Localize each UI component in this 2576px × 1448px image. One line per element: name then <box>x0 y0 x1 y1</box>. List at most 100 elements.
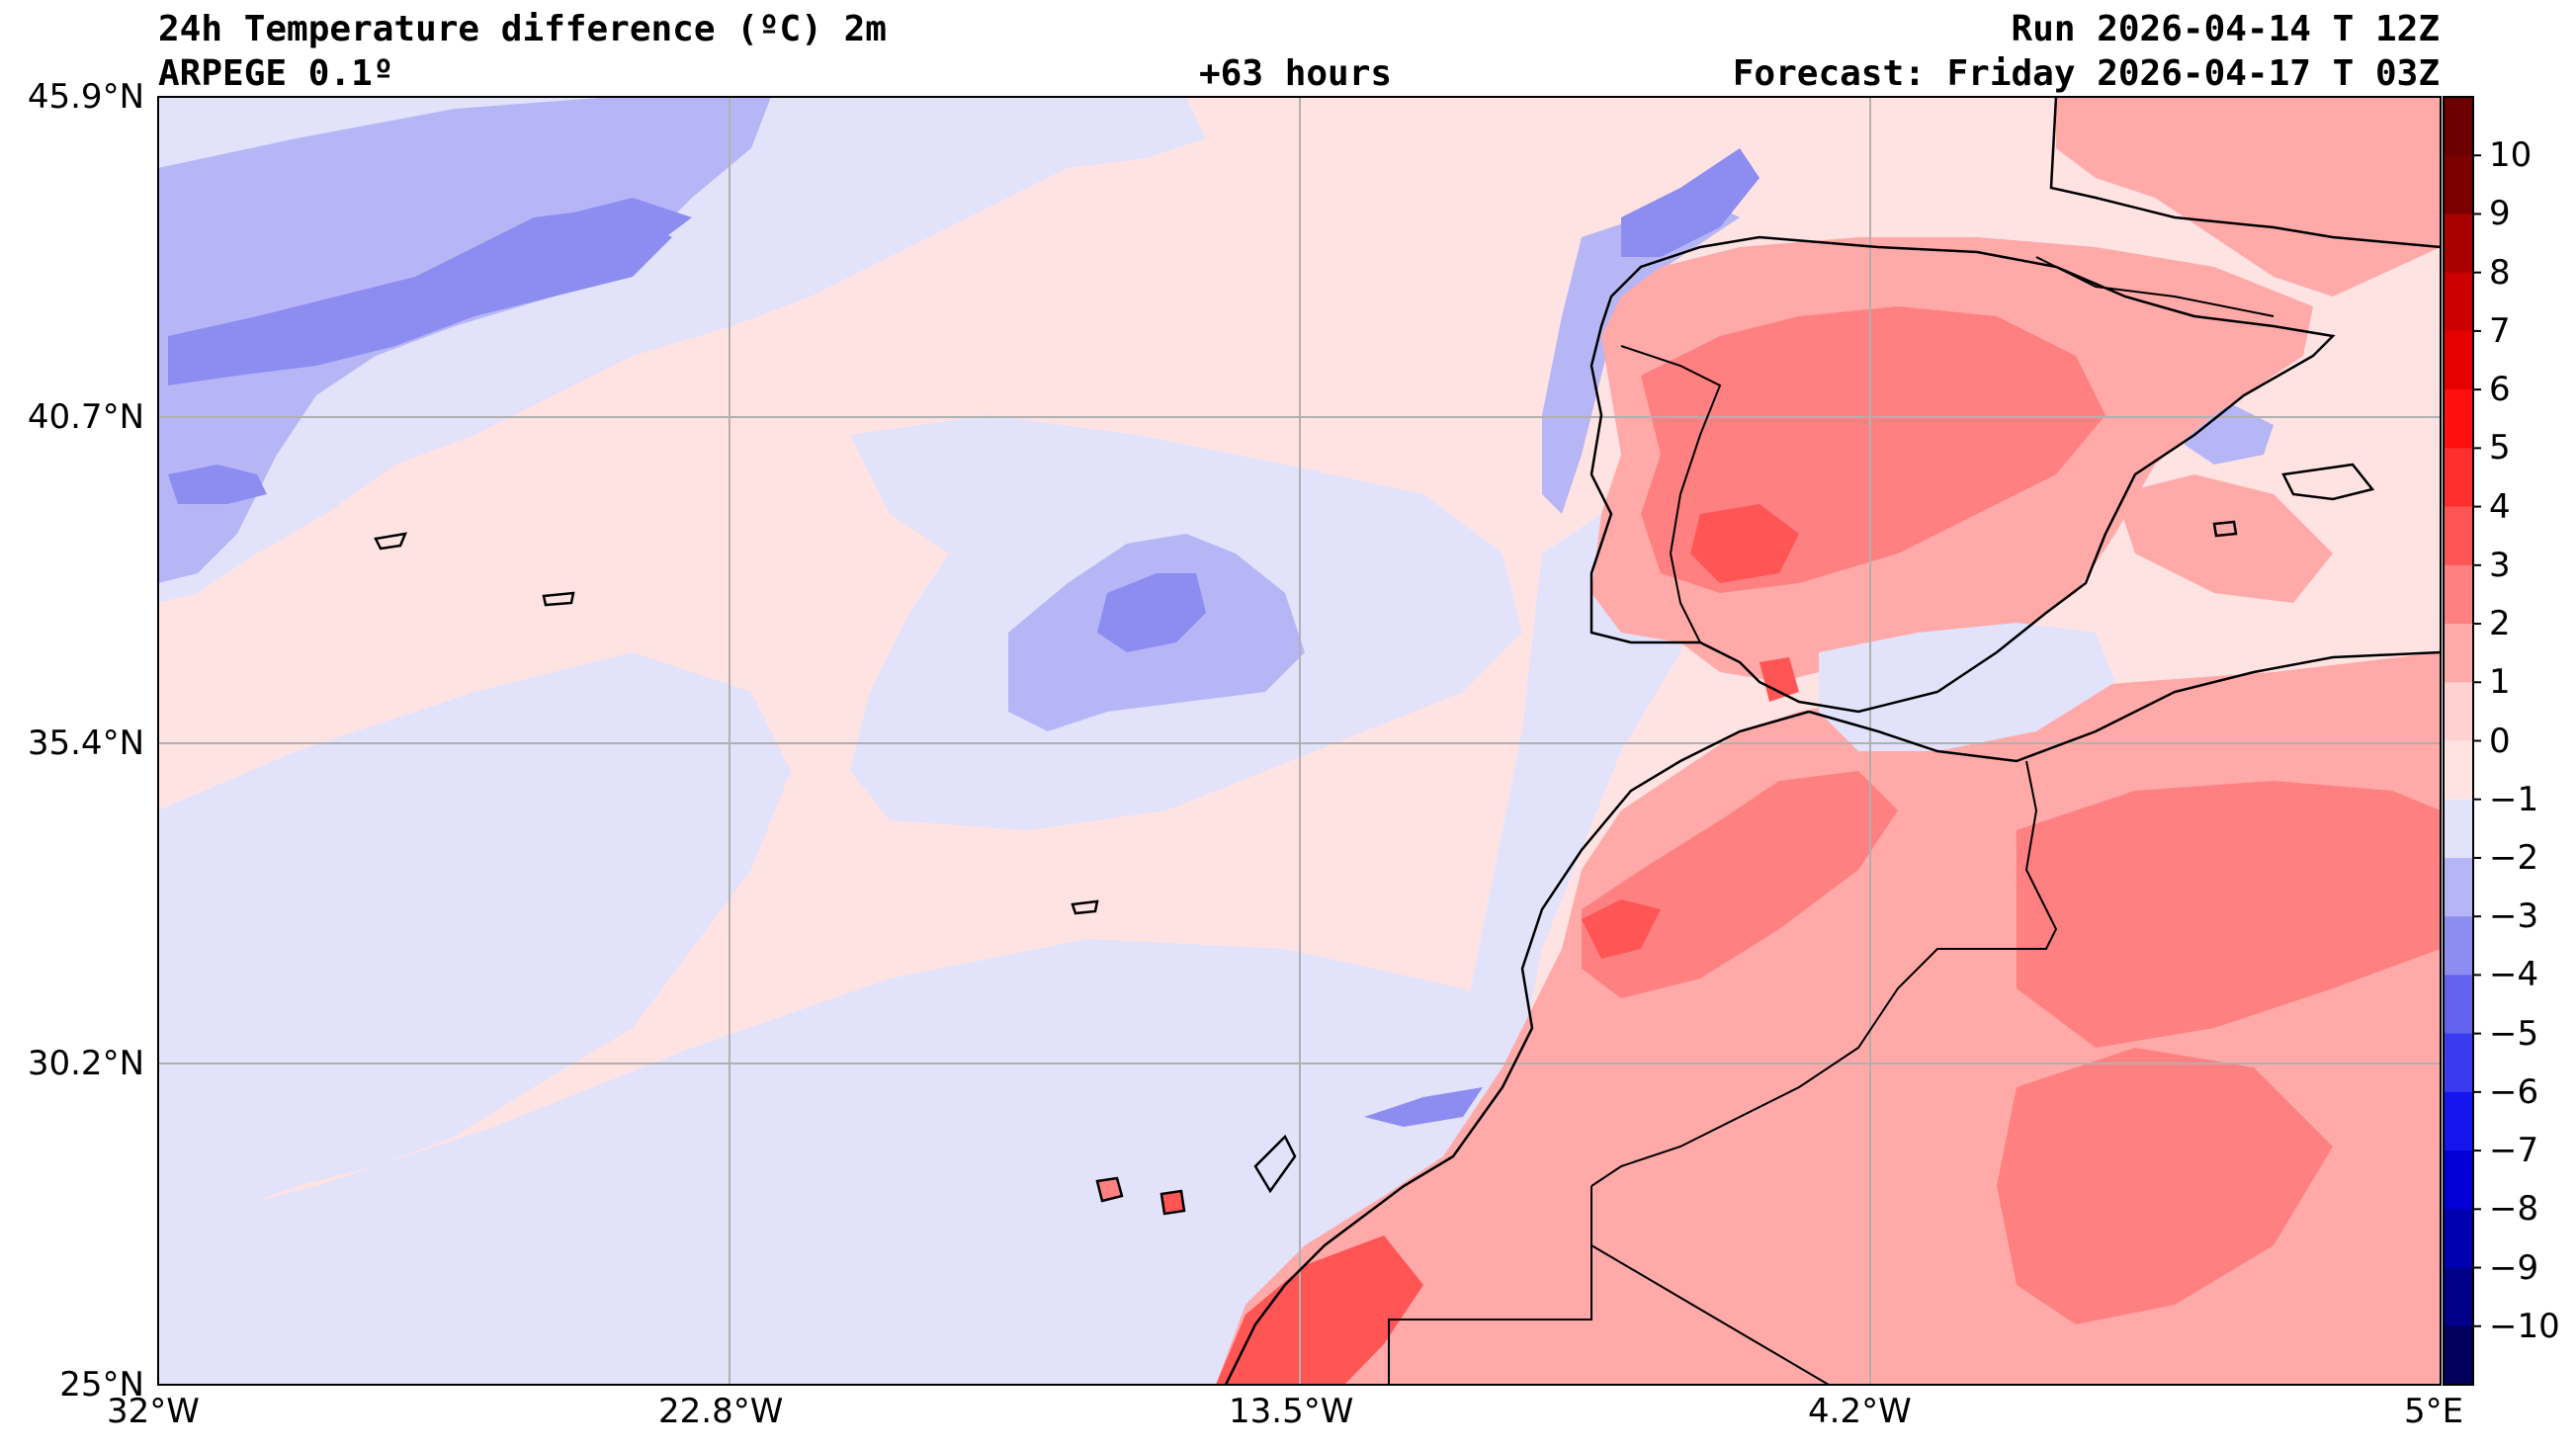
colorbar-label: −2 <box>2489 837 2539 878</box>
borders <box>1388 256 2275 1385</box>
border-spain-portugal <box>1620 345 1722 643</box>
field-africa-east-strong <box>2017 781 2441 1048</box>
colorbar-segment <box>2444 389 2473 449</box>
coastline-africa <box>1224 710 1810 1385</box>
colorbar <box>2444 97 2481 1386</box>
coastline-azores-1 <box>374 532 408 551</box>
field-canary-island-1 <box>1097 1178 1122 1201</box>
coastlines <box>374 97 2441 1385</box>
colorbar-label: −4 <box>2489 955 2539 995</box>
colorbar-label: −6 <box>2489 1071 2539 1112</box>
colorbar-segment <box>2444 916 2473 976</box>
colorbar-segment <box>2444 330 2473 390</box>
field-sardinia-positive <box>2115 474 2333 603</box>
field-alboran-core <box>1760 657 1799 702</box>
colorbar-segment <box>2444 624 2473 683</box>
field-negative-morocco-coast <box>1364 1087 1483 1127</box>
coastline-france <box>2049 97 2441 249</box>
colorbar-label: −8 <box>2489 1189 2539 1230</box>
field-france-positive <box>2056 97 2441 297</box>
lon-label-22-8w: 22.8°W <box>658 1392 784 1431</box>
colorbar-segment <box>2444 97 2473 156</box>
field-negative-biscay <box>1621 148 1760 257</box>
colorbar-segment <box>2444 682 2473 741</box>
coastline-balearic <box>2212 520 2238 538</box>
field-africa-strong <box>1582 771 1898 998</box>
border-mauritania <box>1590 1244 1830 1385</box>
colorbar-segment <box>2444 272 2473 332</box>
coastline-canary-1 <box>1071 899 1099 915</box>
model-label: ARPEGE 0.1º <box>158 53 394 94</box>
colorbar-segment <box>2444 857 2473 917</box>
border-spain-france <box>2035 256 2275 317</box>
colorbar-segment <box>2444 799 2473 859</box>
colorbar-segment <box>2444 1267 2473 1327</box>
colorbar-label: −3 <box>2489 896 2539 937</box>
colorbar-segment <box>2444 564 2473 625</box>
colorbar-segment <box>2444 1325 2473 1386</box>
lat-label-45-9: 45.9°N <box>27 77 144 117</box>
colorbar-label: −1 <box>2489 779 2539 819</box>
colorbar-segment <box>2444 1091 2473 1151</box>
colorbar-label: 3 <box>2489 545 2511 585</box>
colorbar-segment <box>2444 155 2473 214</box>
coastline-maghreb <box>1808 650 2441 763</box>
map-frame <box>157 96 2442 1386</box>
field-negative-central-core <box>1097 573 1206 652</box>
field-mediterranean-negative <box>1819 623 2115 751</box>
colorbar-segment <box>2444 213 2473 274</box>
field-sahara-strong <box>1997 1048 2333 1324</box>
colorbar-label: −7 <box>2489 1131 2539 1171</box>
colorbar-label: −10 <box>2489 1306 2560 1346</box>
field-negative-galicia <box>1542 198 1740 514</box>
colorbar-label: 9 <box>2489 194 2511 234</box>
coastline-canary-3 <box>1159 1189 1186 1216</box>
forecast-label: Forecast: Friday 2026-04-17 T 03Z <box>1732 53 2440 94</box>
colorbar-segment <box>2444 1033 2473 1093</box>
chart-title: 24h Temperature difference (ºC) 2m <box>158 9 887 49</box>
colorbar-label: 4 <box>2489 486 2511 527</box>
lat-label-40-7: 40.7°N <box>27 397 144 437</box>
colorbar-label: −9 <box>2489 1247 2539 1288</box>
colorbar-segment <box>2444 448 2473 508</box>
lon-label-4-2w: 4.2°W <box>1808 1392 1912 1431</box>
colorbar-label: 7 <box>2489 310 2511 351</box>
coastline-madeira <box>542 591 575 607</box>
field-negative-nw-streak <box>494 198 692 267</box>
lat-label-30-2: 30.2°N <box>27 1044 144 1083</box>
field-iberia-core <box>1690 504 1799 583</box>
field-western-sahara-strong <box>1216 1235 1423 1385</box>
colorbar-label: 2 <box>2489 604 2511 644</box>
field-atlas-core <box>1582 899 1661 959</box>
lat-label-35-4: 35.4°N <box>27 724 144 763</box>
map-field <box>158 97 2441 1385</box>
field-atlantic-southwest-negative <box>158 652 791 1226</box>
colorbar-label: 8 <box>2489 252 2511 293</box>
field-negative-azores <box>168 465 267 504</box>
coastline-canary-4 <box>1253 1134 1297 1194</box>
colorbar-segment <box>2444 1150 2473 1210</box>
lon-label-5e: 5°E <box>2404 1392 2464 1431</box>
lon-label-32w: 32°W <box>107 1392 200 1431</box>
colorbar-label: −5 <box>2489 1013 2539 1054</box>
border-western-sahara <box>1388 1186 1592 1385</box>
colorbar-frame <box>2443 96 2474 1386</box>
field-atlantic-south-negative <box>158 939 1542 1385</box>
run-label: Run 2026-04-14 T 12Z <box>2011 9 2440 49</box>
colorbar-label: 0 <box>2489 721 2511 761</box>
field-canary-island-2 <box>1161 1191 1184 1214</box>
coastline-iberia <box>1589 235 2336 714</box>
coastline-canary-2 <box>1095 1176 1124 1203</box>
lat-label-25: 25°N <box>59 1365 144 1405</box>
colorbar-segment <box>2444 506 2473 566</box>
border-morocco-algeria <box>1590 760 2058 1187</box>
gridlines <box>158 97 2441 1385</box>
colorbar-segment <box>2444 740 2473 801</box>
lon-label-13-5w: 13.5°W <box>1229 1392 1354 1431</box>
colorbar-label: 5 <box>2489 428 2511 468</box>
colorbar-label: 6 <box>2489 370 2511 410</box>
lead-time-label: +63 hours <box>1199 53 1393 94</box>
colorbar-segment <box>2444 975 2473 1035</box>
colorbar-label: 10 <box>2489 135 2533 176</box>
